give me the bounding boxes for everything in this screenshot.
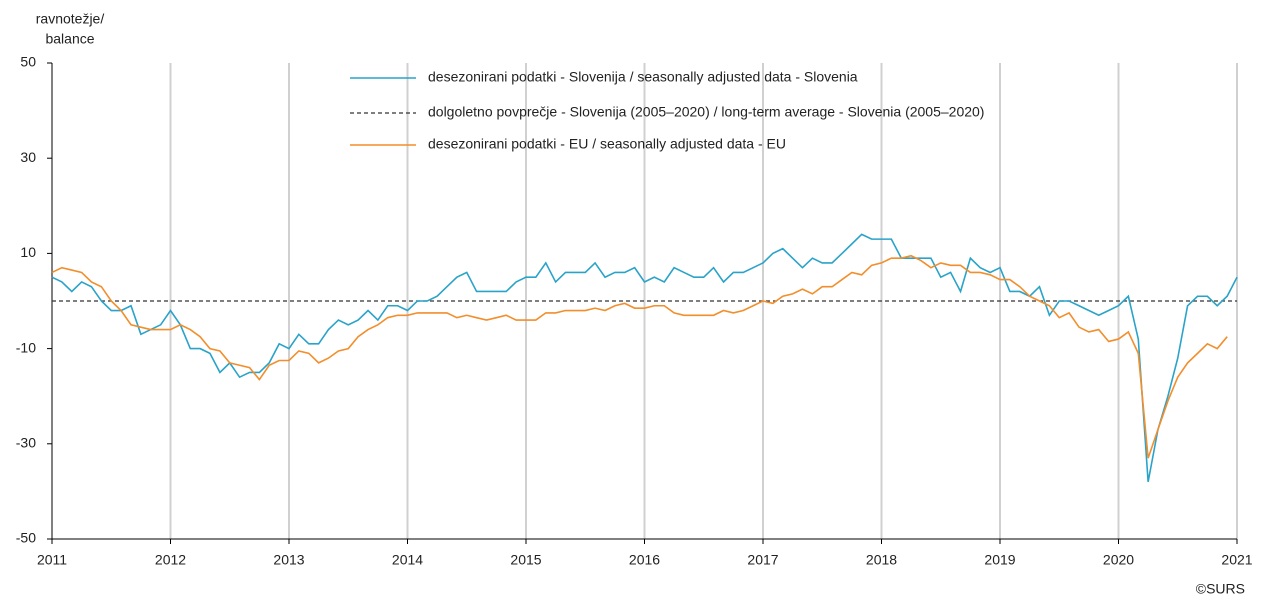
x-tick-label: 2015 [510,552,541,568]
x-tick-label: 2017 [747,552,778,568]
y-tick-label: 50 [20,54,36,70]
x-tick-label: 2020 [1103,552,1134,568]
y-axis-label: balance [45,31,94,47]
series-line [51,233,1238,483]
x-tick-label: 2021 [1221,552,1252,568]
legend-label: desezonirani podatki - Slovenija / seaso… [428,69,858,85]
legend-label: dolgoletno povprečje - Slovenija (2005–2… [428,104,984,120]
y-tick-label: -50 [16,530,36,546]
y-tick-label: -30 [16,435,36,451]
y-tick-label: 30 [20,149,36,165]
legend-label: desezonirani podatki - EU / seasonally a… [428,136,786,152]
x-tick-label: 2012 [155,552,186,568]
x-tick-label: 2013 [273,552,304,568]
y-axis-label: ravnotežje/ [36,11,105,27]
x-tick-label: 2014 [392,552,423,568]
x-tick-label: 2016 [629,552,660,568]
series-line [51,254,1228,459]
y-tick-label: -10 [16,339,36,355]
source: ©SURS [1196,581,1245,597]
x-tick-label: 2019 [984,552,1015,568]
x-tick-label: 2018 [866,552,897,568]
y-tick-label: 10 [20,244,36,260]
x-tick-label: 2011 [37,552,67,568]
